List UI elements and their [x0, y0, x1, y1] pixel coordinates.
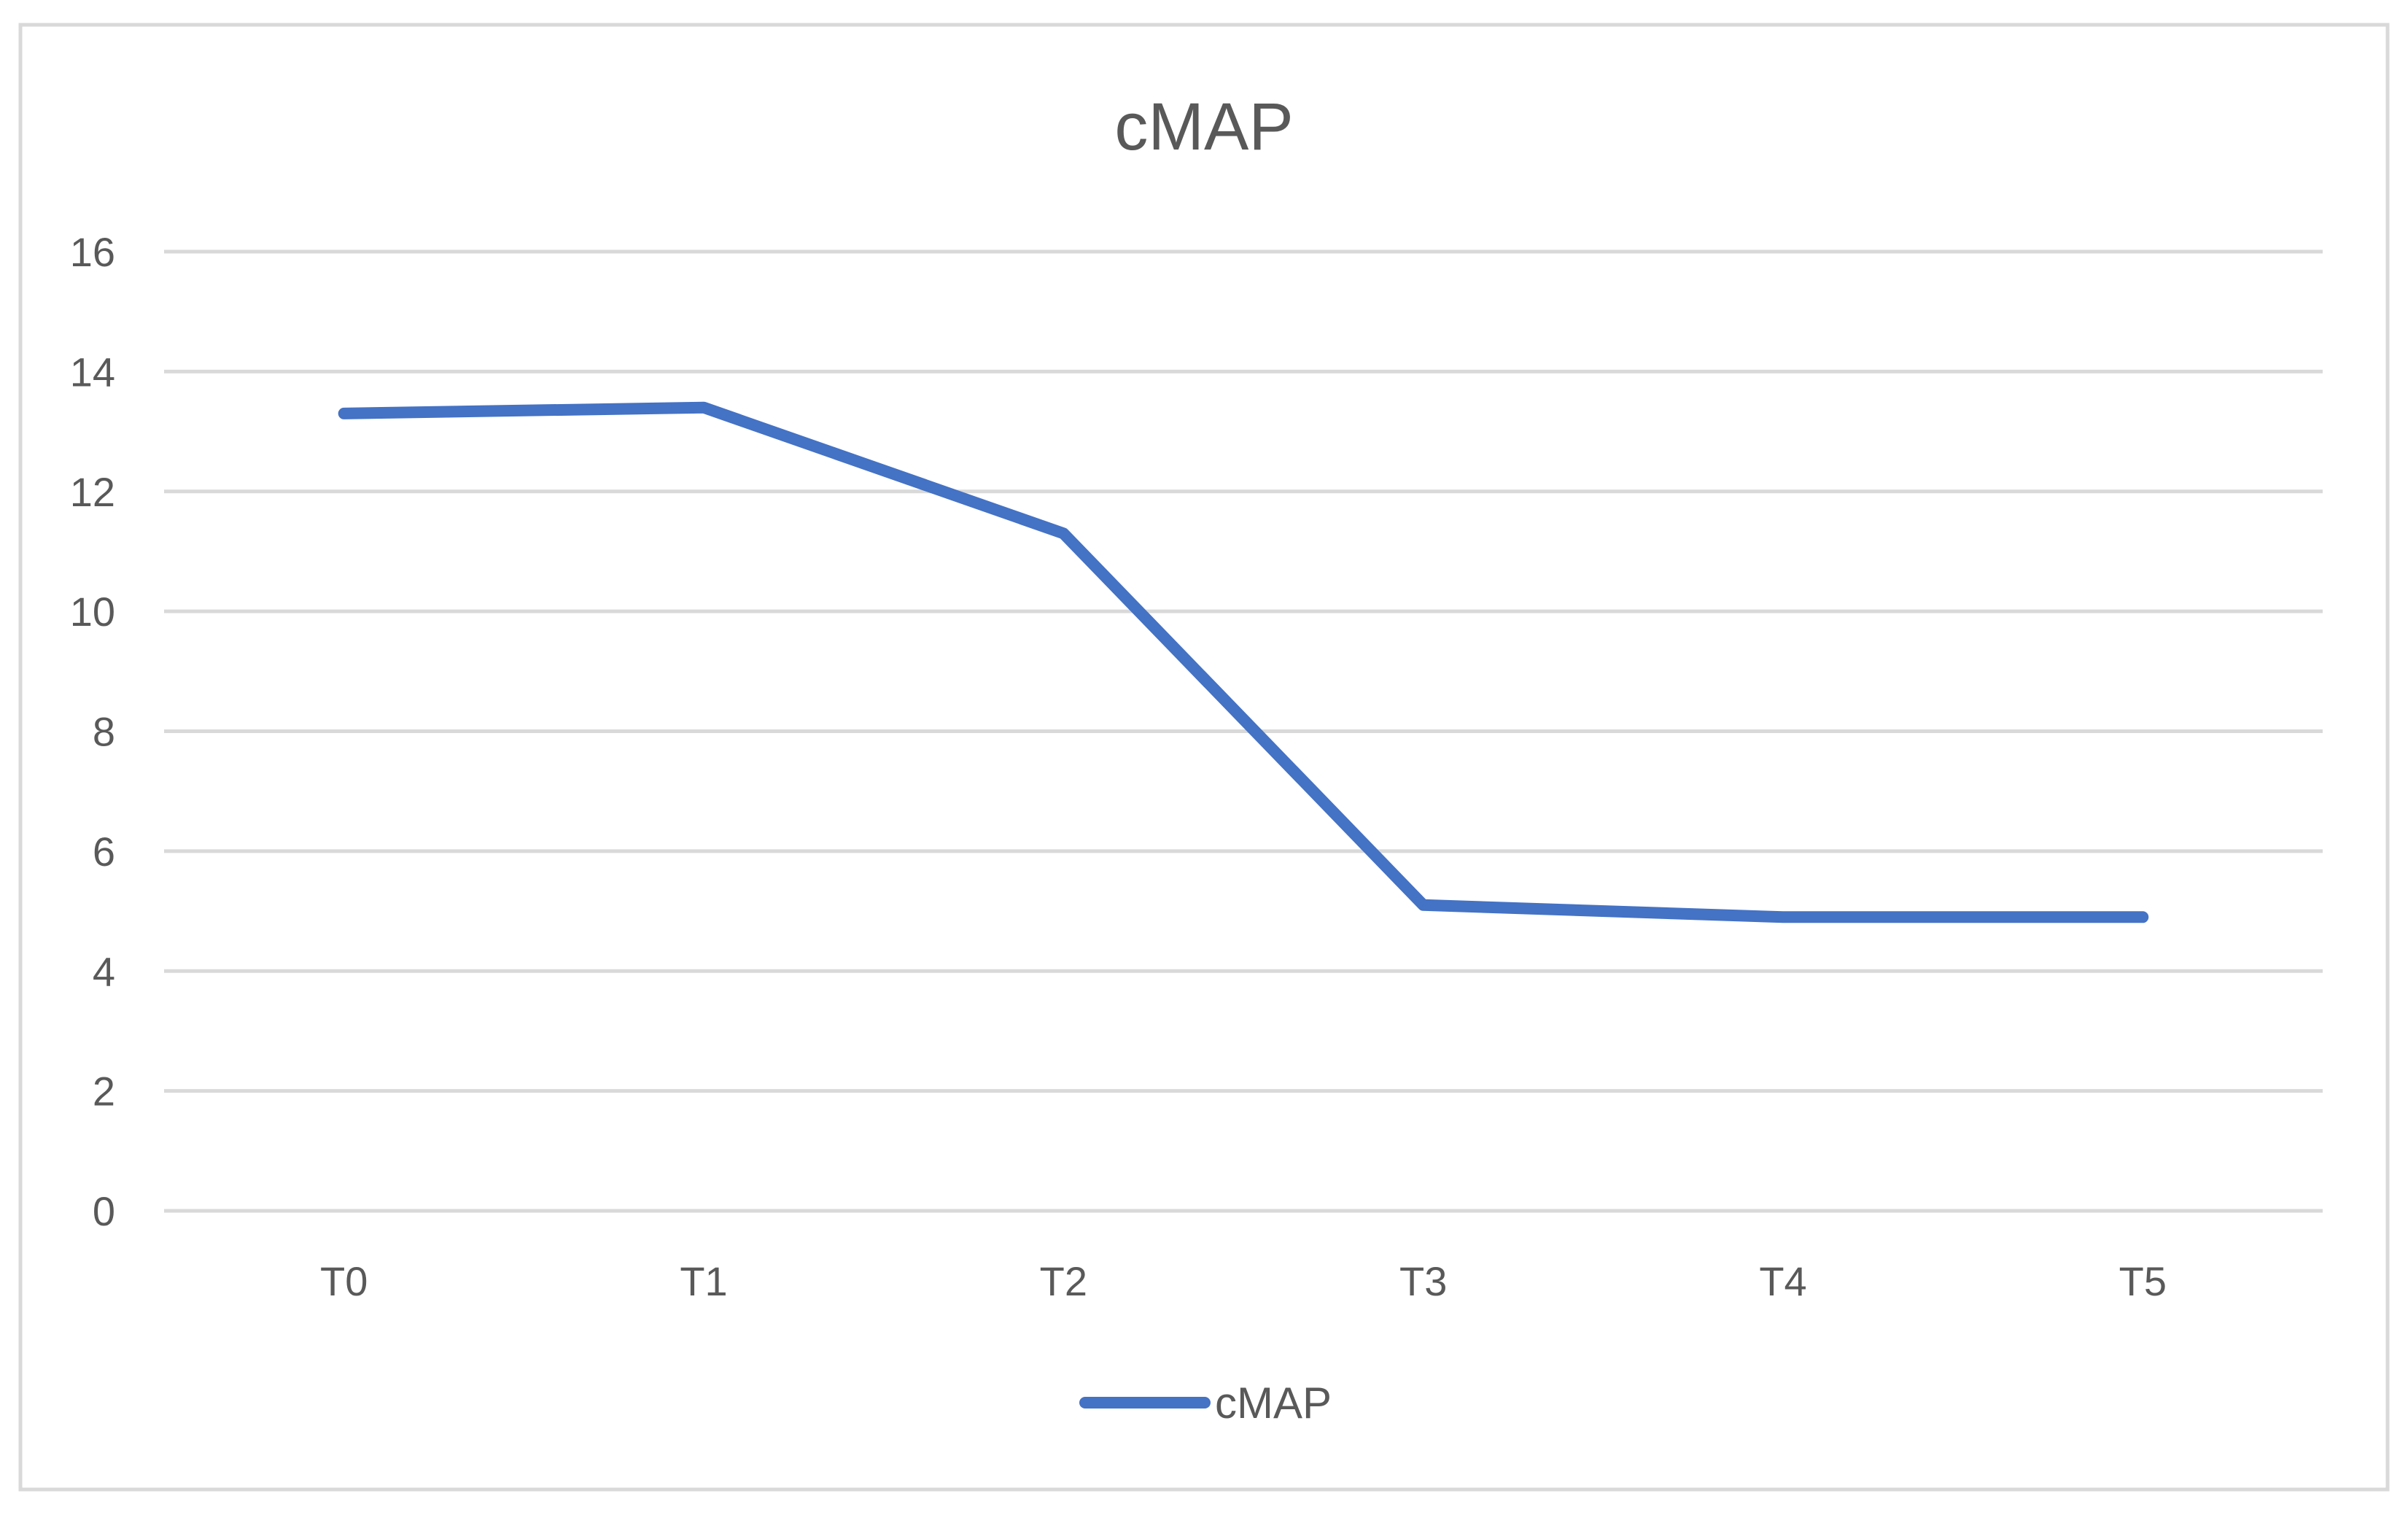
x-tick-label-t0: T0 — [320, 1258, 368, 1304]
legend-label-cmap: cMAP — [1215, 1379, 1332, 1427]
x-tick-label-t3: T3 — [1399, 1258, 1447, 1304]
series-layer — [338, 401, 2149, 923]
y-tick-label-10: 10 — [70, 589, 115, 635]
x-tick-label-t1: T1 — [680, 1258, 727, 1304]
y-tick-label-8: 8 — [93, 709, 115, 755]
y-tick-label-6: 6 — [93, 829, 115, 875]
y-tick-label-4: 4 — [93, 948, 115, 994]
legend: cMAP — [1079, 1379, 1332, 1427]
chart-title: cMAP — [1114, 90, 1293, 164]
chart-border — [18, 23, 2390, 1492]
y-axis-tick-labels: 0 2 4 6 8 10 12 14 16 — [70, 229, 115, 1234]
series-line-cmap — [338, 401, 2149, 923]
y-tick-label-0: 0 — [93, 1188, 115, 1234]
x-tick-label-t5: T5 — [2119, 1258, 2167, 1304]
x-tick-label-t2: T2 — [1040, 1258, 1087, 1304]
x-axis-tick-labels: T0 T1 T2 T3 T4 T5 — [320, 1258, 2167, 1304]
y-tick-label-14: 14 — [70, 349, 115, 395]
y-tick-label-2: 2 — [93, 1069, 115, 1115]
x-tick-label-t4: T4 — [1759, 1258, 1806, 1304]
y-tick-label-16: 16 — [70, 229, 115, 275]
gridlines — [164, 249, 2323, 1213]
y-tick-label-12: 12 — [70, 469, 115, 515]
